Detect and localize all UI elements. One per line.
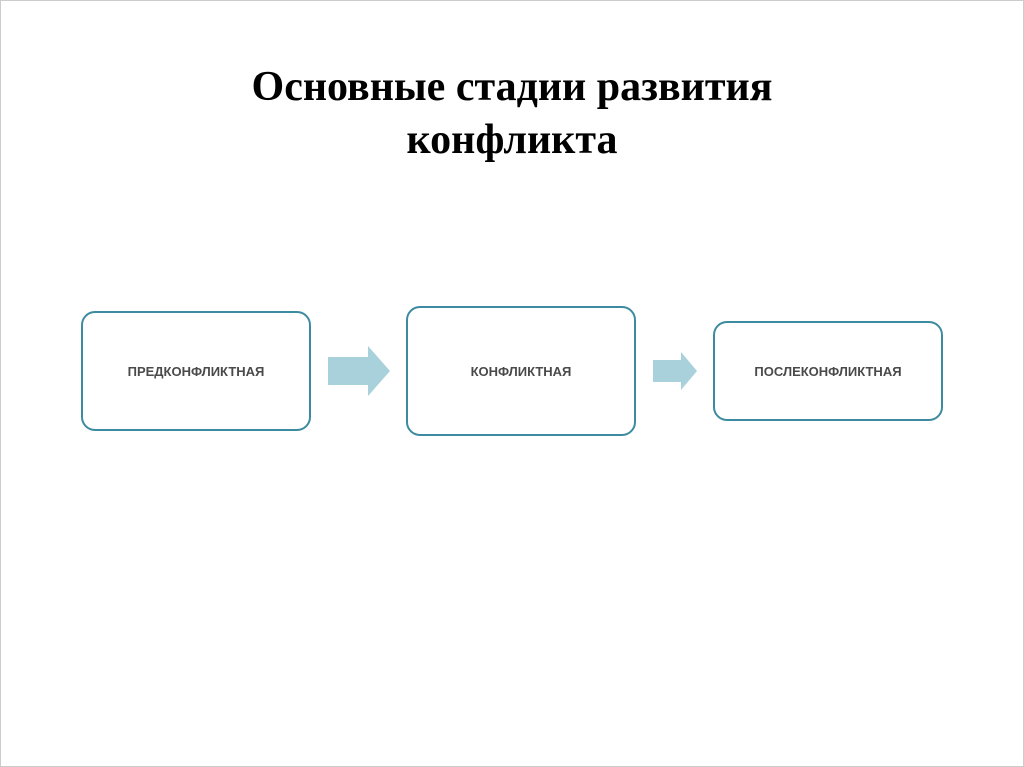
arrow-body [653,360,681,382]
stage-label: КОНФЛИКТНАЯ [471,364,572,379]
page-title: Основные стадии развития конфликта [41,61,983,166]
stage-box-conflict: КОНФЛИКТНАЯ [406,306,636,436]
arrow-head [368,346,390,396]
arrow-head [681,352,697,390]
arrow-icon [328,346,390,396]
flow-row: ПРЕДКОНФЛИКТНАЯ КОНФЛИКТНАЯ ПОСЛЕКОНФЛИК… [41,306,983,436]
arrow-body [328,357,368,385]
stage-label: ПОСЛЕКОНФЛИКТНАЯ [754,364,901,379]
stage-label: ПРЕДКОНФЛИКТНАЯ [128,364,265,379]
stage-box-pre-conflict: ПРЕДКОНФЛИКТНАЯ [81,311,311,431]
title-line-1: Основные стадии развития [252,64,773,110]
arrow-icon [653,352,697,390]
slide: Основные стадии развития конфликта ПРЕДК… [0,0,1024,767]
title-line-2: конфликта [407,117,618,163]
stage-box-post-conflict: ПОСЛЕКОНФЛИКТНАЯ [713,321,943,421]
